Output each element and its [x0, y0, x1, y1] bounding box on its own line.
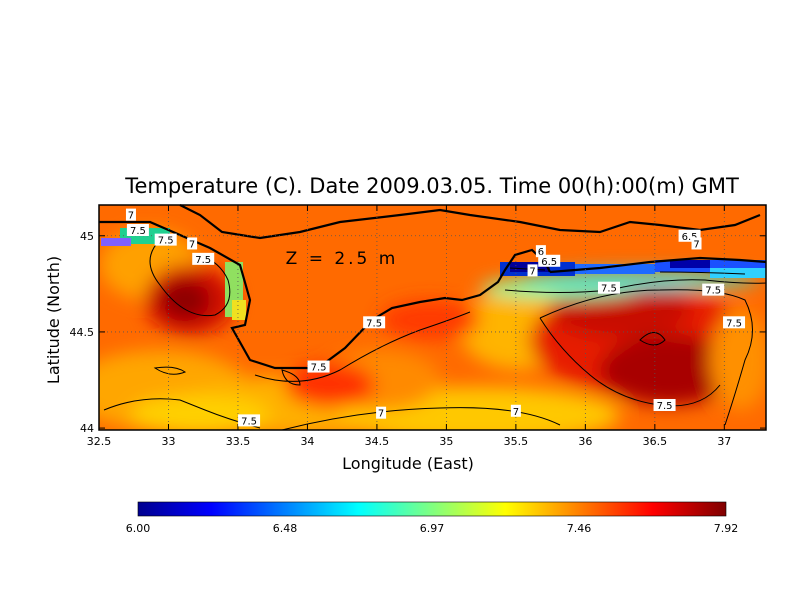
- svg-text:7: 7: [378, 409, 384, 420]
- contour-label: 7: [125, 208, 136, 222]
- svg-text:7.5: 7.5: [241, 416, 257, 427]
- x-tick-label: 35: [439, 435, 453, 448]
- svg-text:7: 7: [513, 407, 519, 418]
- contour-label: 7.5: [238, 414, 261, 427]
- x-tick-label: 34: [300, 435, 314, 448]
- svg-text:7.5: 7.5: [366, 318, 382, 329]
- map-title: Temperature (C). Date 2009.03.05. Time 0…: [124, 174, 739, 198]
- colorbar-tick-label: 6.00: [126, 522, 151, 535]
- x-axis: 32.5 33 33.5 34 34.5 35 35.5 36 36.5 37: [87, 205, 731, 448]
- x-tick-label: 36: [578, 435, 592, 448]
- svg-text:7.5: 7.5: [705, 286, 721, 297]
- colorbar-tick-label: 7.46: [567, 522, 592, 535]
- depth-label: Z = 2.5 m: [286, 249, 399, 269]
- contour-label: 7.5: [307, 360, 330, 374]
- contour-label: 7.5: [597, 281, 620, 295]
- y-tick-label: 44.5: [70, 326, 95, 339]
- contour-label: 7.5: [192, 252, 215, 266]
- contour-labels: 77.57.5 77.57.57.57.57 766.576.577.5 7.57.5…: [125, 208, 746, 427]
- svg-text:7.5: 7.5: [311, 363, 327, 374]
- y-tick-label: 45: [80, 230, 94, 243]
- colorbar-gradient: [137, 501, 727, 517]
- contour-label: 6.5: [538, 254, 561, 268]
- contour-label: 7: [527, 264, 538, 277]
- y-tick-label: 44: [80, 422, 94, 435]
- x-tick-label: 32.5: [87, 435, 112, 448]
- x-tick-label: 36.5: [643, 435, 668, 448]
- colorbar-tick-label: 6.97: [420, 522, 445, 535]
- x-axis-label: Longitude (East): [342, 454, 474, 473]
- x-tick-label: 33.5: [226, 435, 251, 448]
- svg-text:7.5: 7.5: [601, 284, 617, 295]
- svg-text:7.5: 7.5: [130, 226, 146, 237]
- colorbar-ticks: 6.00 6.48 6.97 7.46 7.92: [126, 522, 739, 535]
- svg-text:6: 6: [538, 247, 544, 258]
- contour-label: 7: [510, 404, 521, 418]
- svg-text:7: 7: [128, 211, 134, 222]
- contour-label: 7.5: [702, 283, 725, 297]
- y-axis: 44 44.5 45: [70, 230, 766, 435]
- contour-label: 7.5: [723, 316, 746, 329]
- temperature-field: [99, 205, 766, 430]
- contour-label: 7.5: [126, 224, 149, 237]
- plot-frame: [98, 204, 767, 431]
- svg-text:7: 7: [693, 239, 699, 250]
- svg-text:7.5: 7.5: [158, 236, 174, 247]
- x-tick-label: 35.5: [504, 435, 529, 448]
- x-tick-label: 33: [161, 435, 175, 448]
- contour-label: 7: [691, 237, 702, 250]
- contour-label: 7.5: [363, 316, 386, 329]
- y-axis-label: Latitude (North): [44, 256, 63, 384]
- contour-label: 7: [376, 406, 387, 420]
- svg-text:7: 7: [529, 266, 535, 277]
- contour-label: 7.5: [653, 399, 676, 412]
- svg-text:6.5: 6.5: [682, 232, 698, 243]
- svg-text:7.5: 7.5: [726, 318, 742, 329]
- svg-text:7: 7: [189, 239, 195, 250]
- contour-label: 6: [535, 245, 546, 258]
- svg-text:6.5: 6.5: [541, 257, 557, 268]
- colorbar-tick-label: 6.48: [273, 522, 298, 535]
- svg-text:7.5: 7.5: [657, 401, 673, 412]
- x-tick-label: 34.5: [365, 435, 390, 448]
- colorbar: 6.00 6.48 6.97 7.46 7.92: [126, 501, 739, 535]
- contour-label: 7.5: [154, 233, 177, 247]
- svg-text:7.5: 7.5: [195, 255, 211, 266]
- colorbar-tick-label: 7.92: [714, 522, 739, 535]
- x-tick-label: 37: [717, 435, 731, 448]
- contour-label: 7: [187, 237, 198, 250]
